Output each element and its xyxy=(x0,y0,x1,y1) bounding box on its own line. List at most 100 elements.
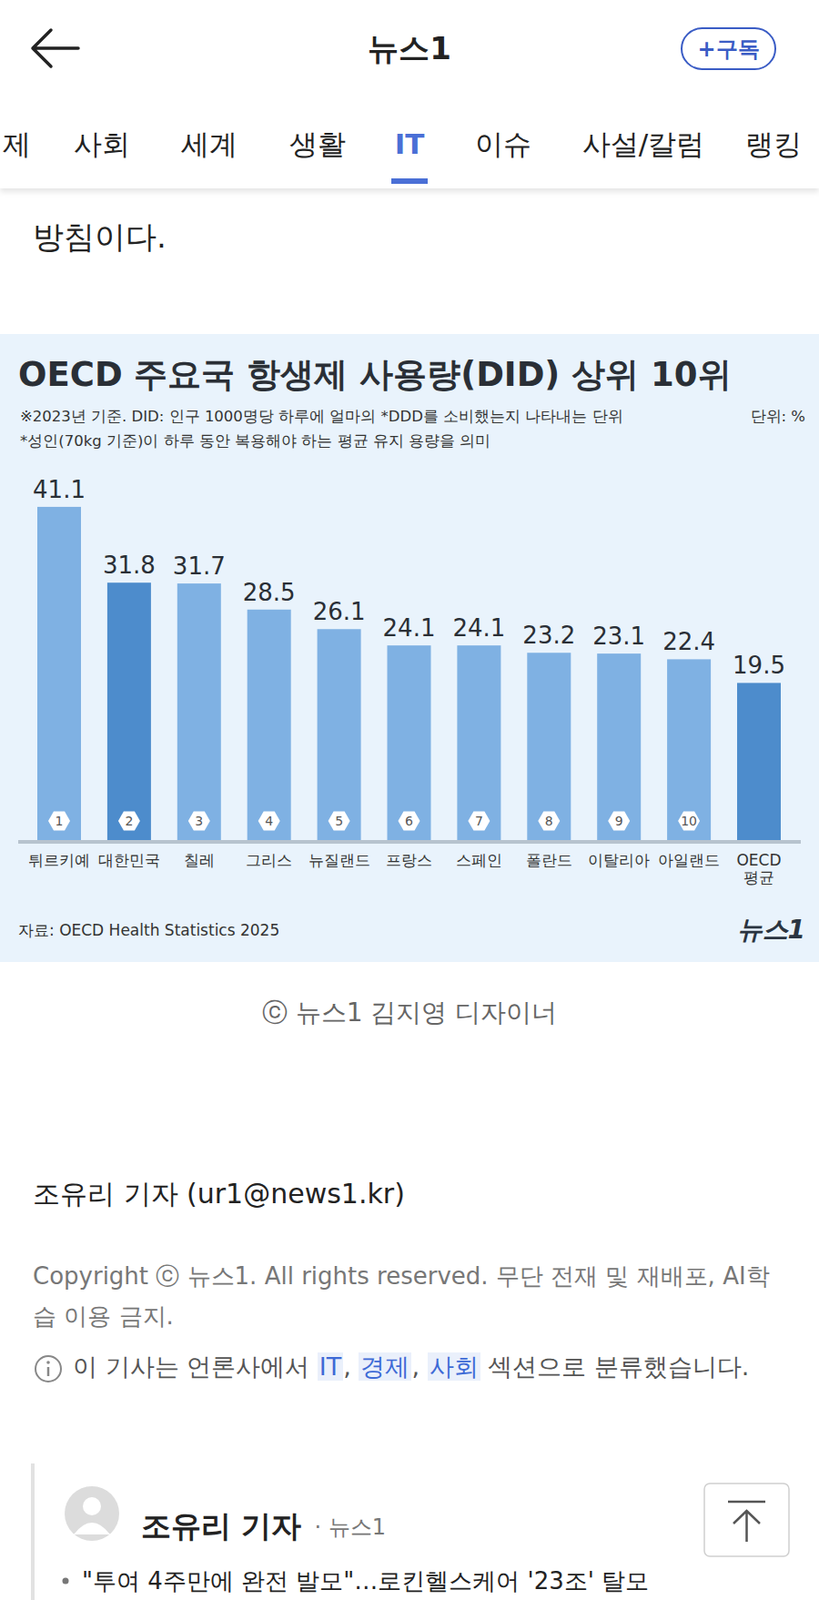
category-label: 프랑스 xyxy=(385,850,433,870)
data-label: 28.5 xyxy=(242,578,296,607)
nav-tab[interactable]: 이슈 xyxy=(475,127,532,161)
rank-badge xyxy=(398,811,421,831)
data-label: 31.8 xyxy=(102,551,156,579)
category-label: 뉴질랜드 xyxy=(308,850,371,870)
bar xyxy=(177,583,222,842)
chart-logo: 뉴스1 xyxy=(737,914,806,945)
category-label: 이탈리아 xyxy=(587,850,650,870)
category-label: 스페인 xyxy=(455,850,503,870)
scroll-top-box[interactable] xyxy=(704,1483,789,1557)
section-link[interactable]: 사회 xyxy=(427,1352,481,1381)
section-link[interactable]: 경제 xyxy=(358,1352,412,1381)
chart-background xyxy=(0,333,819,962)
active-tab-underline xyxy=(391,178,428,184)
rank-badge xyxy=(328,811,351,831)
data-label: 23.2 xyxy=(522,621,576,649)
section-separator: , xyxy=(343,1352,359,1381)
data-label: 41.1 xyxy=(32,475,86,504)
rank-number: 10 xyxy=(680,813,698,829)
rank-number: 6 xyxy=(404,813,414,829)
bar xyxy=(737,682,781,842)
header-title: 뉴스1 xyxy=(367,30,452,67)
nav-tab[interactable]: 세계 xyxy=(181,127,238,161)
article-text: 방침이다. xyxy=(32,218,167,255)
chart-unit: 단위: % xyxy=(750,407,806,425)
rank-number: 7 xyxy=(475,813,484,829)
bars xyxy=(37,506,781,842)
reporter-name: 조유리 기자 xyxy=(141,1507,303,1544)
classification-prefix: 이 기사는 언론사에서 xyxy=(72,1352,318,1381)
scroll-top-button[interactable] xyxy=(704,1483,789,1557)
rank-number: 9 xyxy=(615,813,624,829)
rank-number: 3 xyxy=(194,813,203,829)
category-label: 대한민국 xyxy=(98,850,161,870)
byline-text: 조유리 기자 (ur1@news1.kr) xyxy=(32,1177,405,1210)
bar xyxy=(317,628,362,842)
headline-bullet xyxy=(62,1577,70,1585)
copyright: Copyright ⓒ 뉴스1. All rights reserved. 무단… xyxy=(32,1255,789,1336)
bar xyxy=(247,609,292,842)
rank-badge xyxy=(467,811,490,831)
related-headline[interactable]: "투여 4주만에 완전 발모"…로킨헬스케어 '23조' 탈모 xyxy=(81,1567,649,1595)
category-label: 칠레 xyxy=(183,850,215,870)
rank-badge xyxy=(188,811,211,831)
data-label: 19.5 xyxy=(732,651,786,679)
chart-title: OECD 주요국 항생제 사용량(DID) 상위 10위 xyxy=(18,354,732,395)
info-circle xyxy=(35,1355,61,1382)
bar xyxy=(596,653,641,842)
nav-tab[interactable]: IT xyxy=(394,127,425,161)
classification-suffix: 섹션으로 분류했습니다. xyxy=(480,1352,750,1381)
chart-note: ※2023년 기준. DID: 인구 1000명당 하루에 얼마의 *DDD를 … xyxy=(20,407,624,425)
scroll-top-arrow[interactable] xyxy=(728,1501,766,1542)
rank-badge xyxy=(118,811,141,831)
data-label: 31.7 xyxy=(172,552,226,580)
bar xyxy=(37,506,81,842)
data-label: 26.1 xyxy=(313,597,366,626)
subscribe-label[interactable]: +구독 xyxy=(697,36,759,62)
category-label: 아일랜드 xyxy=(657,850,720,870)
data-label: 24.1 xyxy=(452,614,506,642)
rank-number: 8 xyxy=(545,813,554,829)
classification: 이 기사는 언론사에서 IT, 경제, 사회 섹션으로 분류했습니다. xyxy=(32,1348,749,1386)
bar xyxy=(526,652,571,842)
nav-tab[interactable]: 생활 xyxy=(289,127,346,161)
card-rule xyxy=(30,1463,35,1600)
rank-number: 1 xyxy=(55,813,64,829)
caption-text: ⓒ 뉴스1 김지영 디자이너 xyxy=(262,997,558,1028)
avatar-head xyxy=(82,1496,102,1516)
rank-badge xyxy=(607,811,630,831)
nav-tab[interactable]: 제 xyxy=(2,127,31,161)
info-icon xyxy=(32,1353,64,1385)
copyright-text: Copyright ⓒ 뉴스1. All rights reserved. 무단… xyxy=(32,1262,770,1330)
nav-tab[interactable]: 랭킹 xyxy=(745,127,802,161)
reporter-card: 조유리 기자· 뉴스1"투여 4주만에 완전 발모"…로킨헬스케어 '23조' … xyxy=(0,1463,819,1600)
bar xyxy=(387,645,432,842)
section-link[interactable]: IT xyxy=(317,1352,344,1381)
chart: OECD 주요국 항생제 사용량(DID) 상위 10위 ※2023년 기준. D… xyxy=(0,333,819,962)
rank-number: 5 xyxy=(334,813,344,829)
category-label: 그리스 xyxy=(245,850,293,870)
rank-badge xyxy=(537,811,560,831)
nav-tab[interactable]: 사회 xyxy=(73,127,131,161)
info-dot xyxy=(46,1360,51,1365)
data-label: 23.1 xyxy=(592,622,646,650)
info-stem xyxy=(47,1366,51,1376)
nav-tab[interactable]: 사설/칼럼 xyxy=(582,127,705,161)
app-header: 뉴스1 +구독제 사회 세계 생활 IT 이슈 사설/칼럼 랭킹 xyxy=(0,0,819,189)
subscribe-button[interactable]: +구독 xyxy=(681,28,776,70)
subscribe-pill[interactable] xyxy=(681,28,776,70)
bar xyxy=(456,645,501,842)
chart-note: *성인(70kg 기준)이 하루 동안 복용해야 하는 평균 유지 용량을 의미 xyxy=(20,432,491,450)
baseline xyxy=(18,839,801,844)
category-label: 튀르키예 xyxy=(28,850,91,870)
section-separator: , xyxy=(411,1352,427,1381)
article-text-end: 방침이다. xyxy=(32,218,167,255)
rank-badge xyxy=(258,811,281,831)
bar xyxy=(107,582,152,842)
category-label: OECD평균 xyxy=(736,850,781,887)
back-button[interactable] xyxy=(32,30,79,67)
data-label: 22.4 xyxy=(662,627,716,656)
back-arrow[interactable] xyxy=(32,30,79,67)
byline: 조유리 기자 (ur1@news1.kr) xyxy=(32,1175,405,1214)
header-icons: 뉴스1 +구독제 사회 세계 생활 IT 이슈 사설/칼럼 랭킹 xyxy=(0,0,819,189)
